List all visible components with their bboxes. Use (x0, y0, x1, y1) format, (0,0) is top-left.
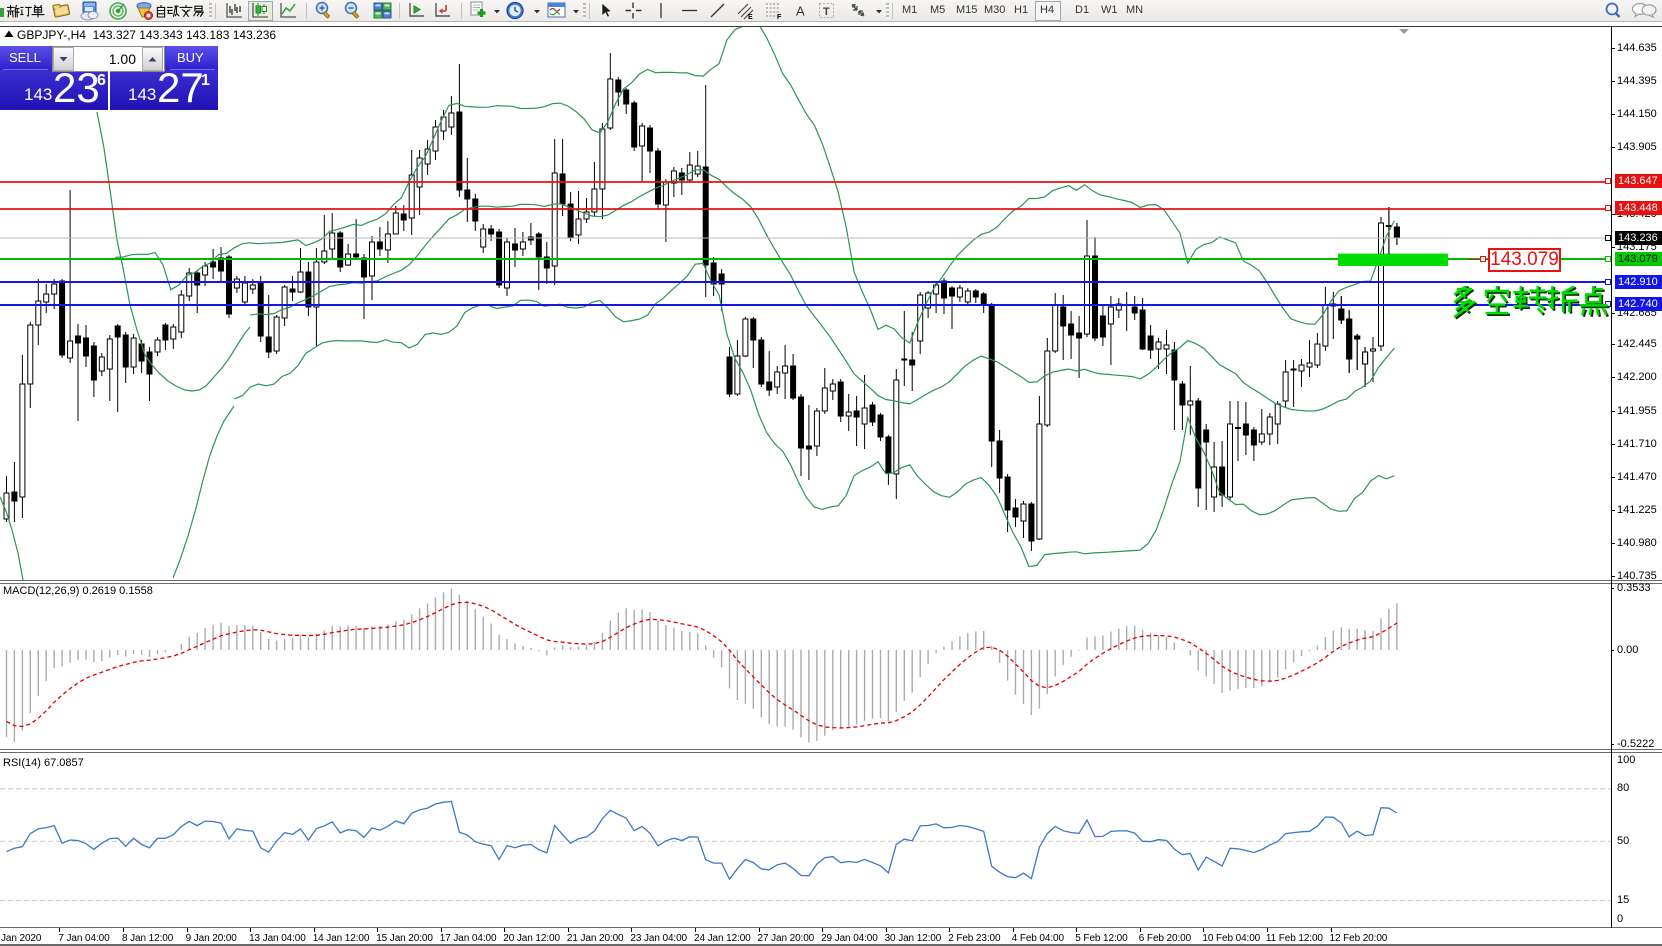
svg-text:F: F (777, 14, 782, 21)
svg-text:A: A (796, 4, 805, 19)
svg-text:T: T (823, 6, 830, 18)
svg-text:E: E (748, 14, 753, 21)
